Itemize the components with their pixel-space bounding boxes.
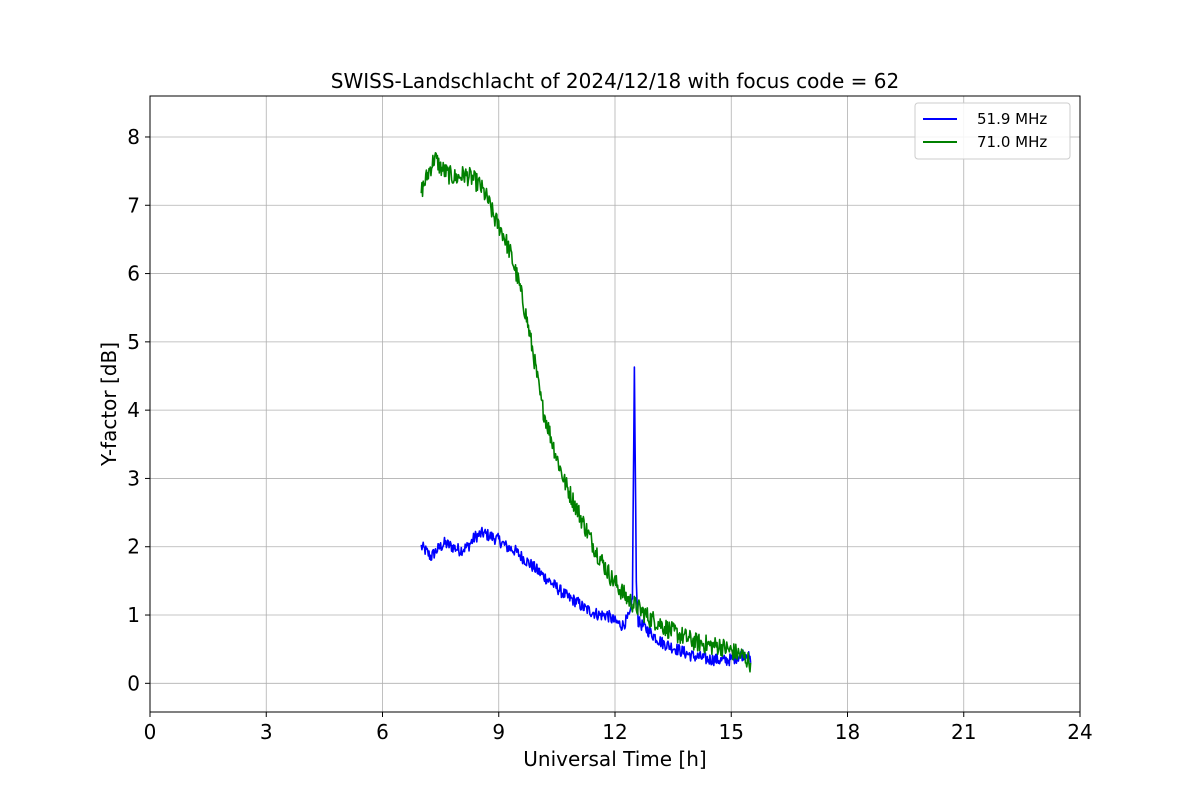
y-tick-label: 1 bbox=[127, 603, 140, 627]
x-tick-label: 3 bbox=[260, 720, 273, 744]
x-axis-label: Universal Time [h] bbox=[523, 747, 706, 771]
x-tick-label: 0 bbox=[144, 720, 157, 744]
legend-box bbox=[914, 102, 1071, 160]
chart-title: SWISS-Landschlacht of 2024/12/18 with fo… bbox=[331, 69, 899, 93]
y-tick-label: 3 bbox=[127, 466, 140, 490]
x-tick-label: 6 bbox=[376, 720, 389, 744]
series-line-1 bbox=[420, 152, 752, 673]
y-tick-label: 4 bbox=[127, 398, 140, 422]
y-tick-label: 5 bbox=[127, 330, 140, 354]
y-axis-label: Y-factor [dB] bbox=[97, 342, 121, 467]
x-tick-label: 15 bbox=[719, 720, 744, 744]
x-tick-label: 18 bbox=[835, 720, 860, 744]
y-tick-label: 8 bbox=[127, 125, 140, 149]
y-tick-label: 2 bbox=[127, 535, 140, 559]
x-tick-label: 9 bbox=[492, 720, 505, 744]
y-tick-label: 6 bbox=[127, 262, 140, 286]
legend: 51.9 MHz 71.0 MHz bbox=[914, 102, 1071, 160]
x-tick-label: 12 bbox=[602, 720, 627, 744]
y-tick-label: 7 bbox=[127, 193, 140, 217]
series-layer bbox=[420, 152, 752, 673]
legend-label-1: 71.0 MHz bbox=[977, 133, 1047, 151]
legend-label-0: 51.9 MHz bbox=[977, 110, 1047, 128]
x-tick-label: 21 bbox=[951, 720, 976, 744]
y-tick-label: 0 bbox=[127, 671, 140, 695]
series-line-0 bbox=[420, 366, 752, 667]
x-tick-label: 24 bbox=[1067, 720, 1092, 744]
